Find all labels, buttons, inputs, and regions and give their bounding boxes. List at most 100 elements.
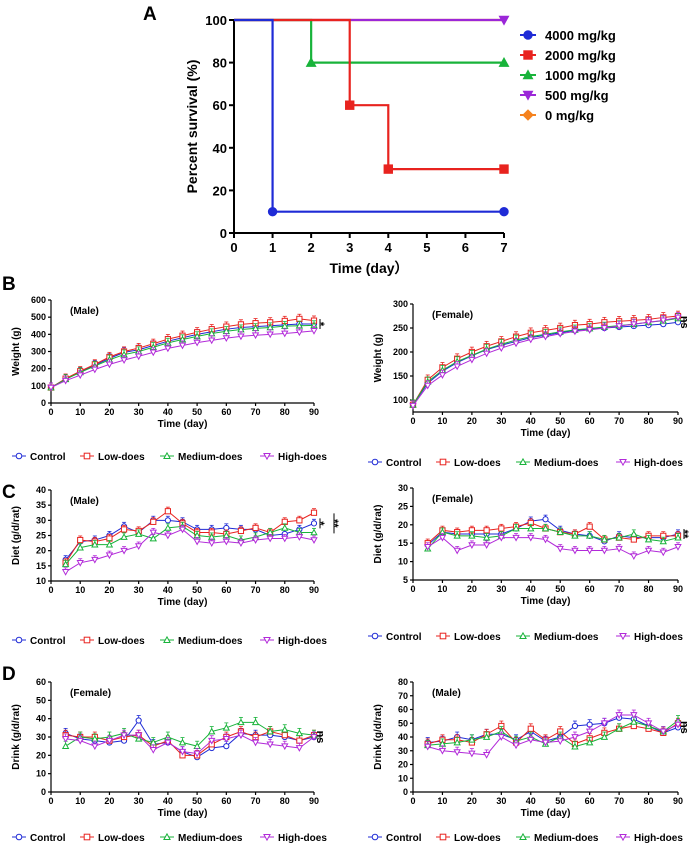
y-tick-label: 300 <box>31 347 46 357</box>
x-tick-label: 30 <box>496 796 506 806</box>
data-point <box>615 323 623 330</box>
data-point <box>178 738 187 746</box>
y-tick-label: 50 <box>398 718 408 728</box>
data-point <box>208 540 216 547</box>
data-point <box>482 533 491 541</box>
y-tick-label: 5 <box>403 575 408 585</box>
data-point <box>164 345 172 353</box>
y-axis-title: Percent survival (%) <box>184 60 200 194</box>
survival-line <box>234 18 504 213</box>
legend-label: High-does <box>278 833 327 844</box>
legend-marker <box>523 50 533 60</box>
x-tick-label: 60 <box>221 796 231 806</box>
x-tick-label: 10 <box>75 585 85 595</box>
legend-marker <box>263 452 271 461</box>
data-point <box>556 738 564 746</box>
data-point <box>134 530 143 537</box>
y-tick-label: 200 <box>393 347 408 357</box>
legend-marker <box>83 833 91 841</box>
data-point <box>527 336 535 344</box>
data-point <box>134 732 143 740</box>
x-axis-title: Time (day) <box>158 419 208 430</box>
data-point <box>295 329 304 337</box>
data-point <box>164 508 171 515</box>
legend-label: Control <box>30 452 66 463</box>
x-axis-title: Time (day) <box>158 808 208 819</box>
data-point <box>468 356 476 364</box>
x-tick-label: 60 <box>221 585 231 595</box>
data-point <box>223 743 230 750</box>
x-tick-label: 10 <box>75 407 85 417</box>
data-point <box>237 718 245 726</box>
data-point <box>527 524 535 532</box>
data-point <box>615 533 623 541</box>
data-point <box>150 518 157 525</box>
data-point <box>556 545 564 553</box>
data-point <box>178 526 187 534</box>
series-line <box>427 717 679 743</box>
x-tick-label: 7 <box>500 240 507 255</box>
data-point <box>310 528 318 536</box>
legend-marker <box>619 833 627 842</box>
data-point <box>585 327 594 334</box>
x-tick-label: 3 <box>346 240 353 255</box>
y-tick-label: 20 <box>36 750 46 760</box>
data-point <box>482 542 491 549</box>
x-axis-title: Time (day) <box>521 596 571 607</box>
data-point <box>424 382 432 390</box>
y-tick-label: 150 <box>393 371 408 381</box>
significance-label: ns <box>678 721 690 734</box>
x-tick-label: 30 <box>496 416 506 426</box>
y-tick-label: 10 <box>398 773 408 783</box>
legend-label: Control <box>386 833 422 844</box>
data-point <box>310 520 318 527</box>
legend-label: Medium-does <box>178 636 243 647</box>
x-tick-label: 1 <box>269 240 276 255</box>
legend-label: High-does <box>278 452 327 463</box>
x-axis-title: Time (day) <box>521 428 571 439</box>
data-point <box>438 372 447 379</box>
data-point <box>659 537 667 545</box>
chart-c-female: 0 10 20 30 40 50 60 70 80 90 5 10 15 20 25 30 Time (day)… <box>373 483 690 607</box>
legend-d-left: Control Low-does Medium-does High-does <box>12 832 327 844</box>
significance-label: ** <box>678 530 690 539</box>
y-tick-label: 35 <box>36 500 46 510</box>
legend-label: Low-does <box>454 458 501 469</box>
sex-label: (Female) <box>432 494 473 505</box>
y-tick-label: 40 <box>36 485 46 495</box>
data-point <box>468 750 476 758</box>
data-point <box>512 524 520 532</box>
x-tick-label: 4 <box>385 240 393 255</box>
data-point <box>644 720 653 728</box>
data-point <box>453 738 461 746</box>
y-tick-label: 70 <box>398 691 408 701</box>
x-tick-label: 40 <box>526 796 536 806</box>
y-tick-label: 50 <box>36 695 46 705</box>
data-point <box>281 524 289 531</box>
series-line <box>427 720 679 748</box>
series-line <box>50 318 315 388</box>
data-point <box>615 724 623 732</box>
legend-label: High-does <box>634 458 683 469</box>
x-tick-label: 70 <box>614 416 624 426</box>
x-tick-label: 20 <box>467 796 477 806</box>
y-tick-label: 25 <box>398 501 408 511</box>
data-point <box>409 402 417 410</box>
legend-label: Low-does <box>98 833 145 844</box>
legend-marker <box>439 833 447 841</box>
x-tick-label: 90 <box>673 796 683 806</box>
legend-label: 4000 mg/kg <box>545 28 616 43</box>
survival-line <box>234 18 504 64</box>
data-point <box>76 543 84 551</box>
x-tick-label: 10 <box>437 416 447 426</box>
y-tick-label: 0 <box>220 226 227 241</box>
x-tick-label: 70 <box>251 585 261 595</box>
x-tick-label: 30 <box>134 585 144 595</box>
data-point <box>120 357 128 364</box>
data-point <box>674 721 682 729</box>
y-tick-label: 30 <box>36 732 46 742</box>
x-tick-label: 2 <box>308 240 315 255</box>
x-tick-label: 50 <box>555 584 565 594</box>
data-point <box>615 712 623 719</box>
